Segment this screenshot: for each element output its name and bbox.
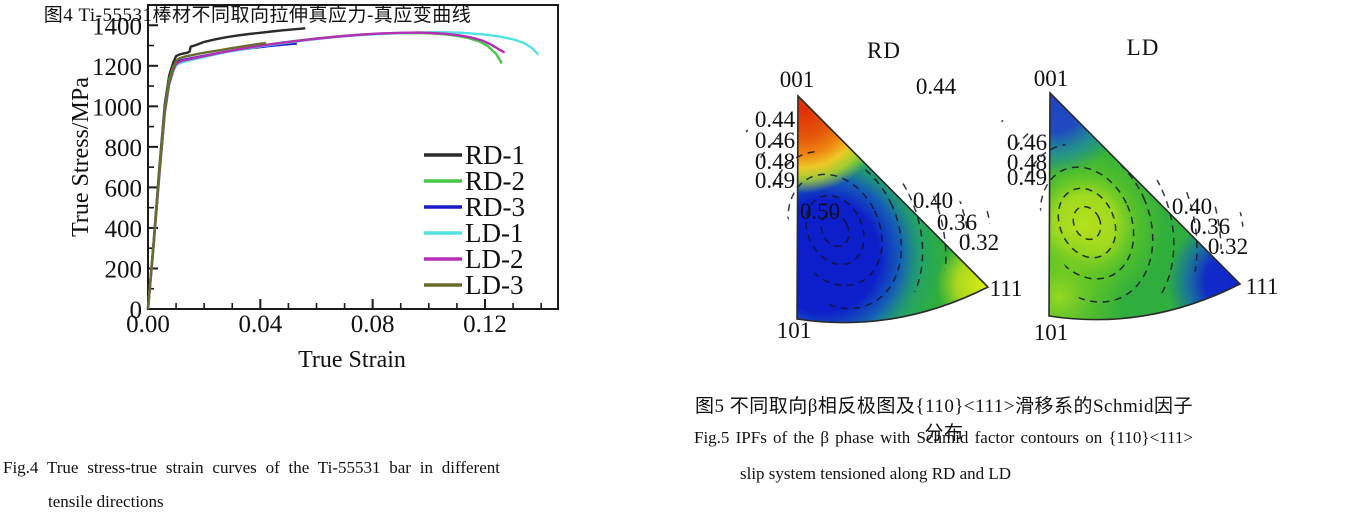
y-axis-title: True Stress/MPa [68,77,94,237]
legend-label-LD-1: LD-1 [465,218,523,248]
ipf-contour-label-rd: 0.46 [754,128,796,153]
ipf-contour-label-rd: 0.50 [799,199,841,224]
series-LD-3 [146,41,266,310]
y-tick-label: 200 [105,256,143,283]
ipf-contour-label-ld: 0.49 [1006,165,1048,190]
fig5-caption-en: Fig.5 IPFs of the β phase with Schmid fa… [694,428,1193,447]
ipf-contour-label-ld: 0.46 [1006,130,1048,155]
ipf-corner-001-rd: 001 [779,67,815,92]
ipf-corner-101-rd: 101 [776,318,812,343]
y-tick-label: 400 [105,216,143,243]
legend-label-RD-3: RD-3 [465,192,525,222]
ipf-corner-111-ld: 111 [1245,274,1279,299]
ipf-contour-label-rd: 0.48 [754,149,796,174]
y-tick-label: 1200 [92,54,142,81]
legend-label-RD-1: RD-1 [465,140,525,170]
ipf-corner-111-rd: 111 [989,276,1023,301]
legend-label-LD-2: LD-2 [465,244,523,274]
legend-label-RD-2: RD-2 [465,166,525,196]
plot-frame [147,4,559,310]
ipf-title-ld: LD [1126,35,1160,60]
x-axis-title: True Strain [298,347,406,373]
ipf-corner-101-ld: 101 [1033,320,1069,345]
x-tick-label: 0.08 [351,311,395,338]
fig5-caption-cn: 图5 不同取向β相反极图及{110}<111>滑移系的Schmid因子分布 [694,396,1194,444]
y-tick-label: 1400 [92,13,142,40]
ipf-ld-fill [1049,93,1240,320]
legend-label-LD-3: LD-3 [465,270,523,300]
x-tick-label: 0.12 [463,311,507,338]
ipf-corner-001-ld: 001 [1033,66,1069,91]
ipf-contour-label-rd: 0.44 [915,74,957,99]
x-tick-label: 0.00 [126,311,170,338]
ipf-contour-label-ld: 0.36 [1189,214,1231,239]
ipf-ld-outline [1048,91,1242,321]
ipf-contour-label-rd: 0.49 [754,168,796,193]
stress-strain-chart: 0.00 0.04 0.08 0.12 0 200 400 600 800 1000 1200 140… [68,4,559,373]
ipf-triangle-ld [999,85,1247,327]
ipf-title-rd: RD [867,38,901,63]
ipf-contour-label-ld: 0.40 [1171,194,1213,219]
ipf-contour-label-rd: 0.40 [912,188,954,213]
ipf-rd-fill [797,96,988,323]
y-tick-label: 800 [105,135,143,162]
x-tick-label: 0.04 [238,311,282,338]
fig4-caption-en: Fig.4 True stress-true strain curves of … [3,458,500,477]
ipf-contour-label-ld: 0.48 [1006,150,1048,175]
ipf-triangle-rd [745,88,996,330]
y-tick-label: 1000 [92,94,142,121]
y-tick-label: 0 [130,297,143,324]
fig4-caption-en-cont: tensile directions [48,492,164,511]
y-tick-label: 600 [105,175,143,202]
fig5-caption-en-cont: slip system tensioned along RD and LD [740,464,1012,483]
fig4-caption-cn: 图4 Ti-55531棒材不同取向拉伸真应力-真应变曲线 [43,5,472,26]
ipf-contour-label-ld: 0.32 [1207,234,1249,259]
ipf-contour-label-rd: 0.36 [936,210,978,235]
ipf-contour-label-rd: 0.32 [958,230,1000,255]
ipf-rd-outline [796,94,990,324]
ipf-contour-label-rd: 0.44 [754,107,796,132]
